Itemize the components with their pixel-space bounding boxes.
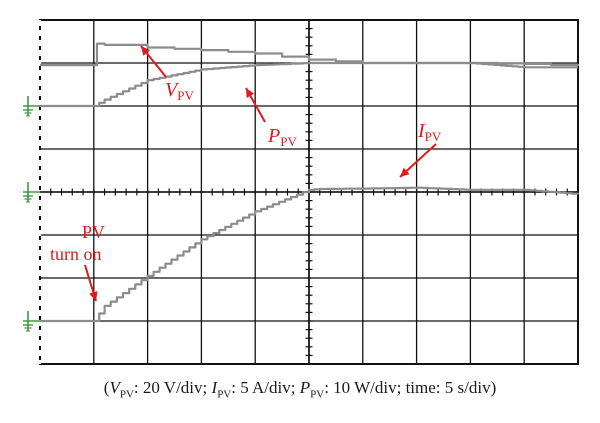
ground-marker-icon	[23, 182, 40, 203]
label-ipv: IPV	[417, 120, 442, 144]
label-pv-turn-on-line2: turn on	[50, 244, 102, 264]
arrow-vpv-head	[141, 46, 151, 56]
label-ppv-main: P	[267, 125, 280, 147]
scope-traces	[40, 42, 580, 323]
arrow-ipv	[399, 143, 437, 178]
caption-v-label: V	[109, 378, 120, 397]
arrow-pv-turn-on-head	[89, 291, 98, 301]
arrow-ppv-head	[246, 88, 255, 98]
label-ppv-sub: PV	[280, 134, 297, 149]
caption-open: (	[103, 378, 110, 397]
arrow-ipv-head	[400, 167, 410, 177]
caption-i-text: : 5 A/div;	[231, 378, 300, 397]
caption-v-text: : 20 V/div;	[133, 378, 212, 397]
trace-p-pv	[40, 61, 578, 108]
label-vpv: VPV	[165, 79, 194, 103]
arrow-pv-turn-on	[84, 264, 98, 302]
label-ipv-main: I	[417, 120, 426, 142]
label-pv-turn-on-line1: PV	[82, 222, 105, 242]
label-vpv-sub: PV	[177, 88, 194, 103]
ground-markers	[23, 96, 40, 332]
caption-i-sub: PV	[217, 388, 232, 401]
caption-p-text: : 10 W/div; time: 5 s/div)	[324, 378, 497, 397]
label-ppv: PPV	[267, 125, 297, 149]
caption-p-sub: PV	[310, 388, 325, 401]
ground-marker-icon	[23, 96, 40, 117]
label-ipv-sub: PV	[425, 129, 442, 144]
trace-v-pv	[40, 42, 580, 67]
arrow-vpv	[140, 45, 167, 78]
arrow-ppv	[245, 87, 266, 123]
ground-marker-icon	[23, 311, 40, 332]
caption-i-label: I	[211, 378, 218, 397]
chart-caption: (VPV: 20 V/div; IPV: 5 A/div; PPV: 10 W/…	[0, 378, 600, 400]
caption-p-label: P	[299, 378, 311, 397]
caption-v-sub: PV	[119, 388, 134, 401]
trace-i-pv	[40, 186, 580, 323]
label-vpv-main: V	[165, 79, 180, 101]
